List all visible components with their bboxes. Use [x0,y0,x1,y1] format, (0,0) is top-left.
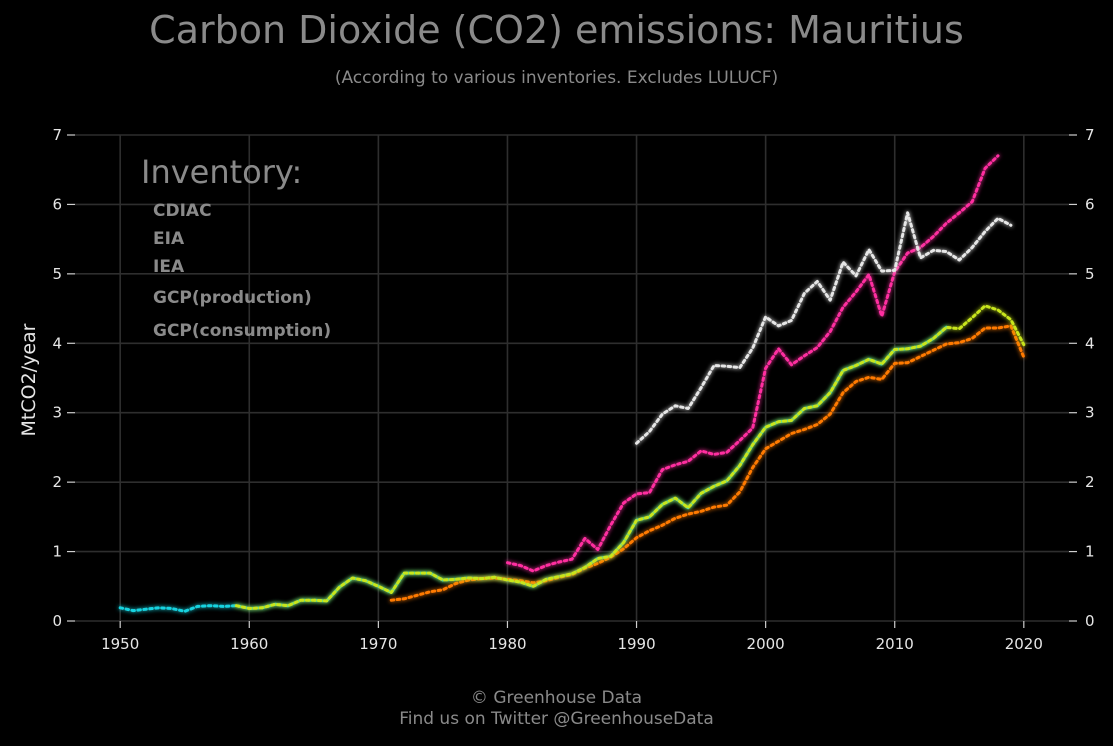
x-tick-label: 1970 [359,635,397,653]
y-tick-label-right: 0 [1085,612,1095,630]
y-tick-label-right: 4 [1085,334,1095,352]
series-line-gcp-production [234,304,1026,610]
y-tick-label-left: 6 [52,195,62,213]
y-axis-label: MtCO2/year [18,323,40,436]
y-tick-label-left: 2 [52,473,62,491]
legend-label-cdiac: CDIAC [153,201,212,221]
y-tick-label-left: 4 [52,334,62,352]
footer-twitter: Find us on Twitter @GreenhouseData [399,709,714,729]
y-tick-label-right: 3 [1085,404,1095,422]
legend-label-eia: EIA [153,229,185,249]
y-tick-label-right: 2 [1085,473,1095,491]
y-tick-label-left: 5 [52,265,62,283]
series-line-iea [389,324,1026,602]
legend: Inventory: CDIAC EIA IEA GCP(production) GCP… [94,153,331,341]
legend-label-gcp-consumption: GCP(consumption) [153,321,331,341]
footer: © Greenhouse Data Find us on Twitter @Gr… [0,688,1113,730]
x-tick-label: 2010 [876,635,914,653]
y-tick-label-left: 0 [52,612,62,630]
x-tick-label: 2000 [747,635,785,653]
legend-title: Inventory: [141,153,302,191]
series-group [118,154,1026,613]
y-tick-label-left: 3 [52,404,62,422]
x-tick-label: 1980 [488,635,526,653]
y-tick-label-right: 1 [1085,543,1095,561]
y-tick-label-right: 7 [1085,126,1095,144]
series-line-eia [506,154,1000,573]
legend-label-gcp-production: GCP(production) [153,288,312,308]
chart-subtitle: (According to various inventories. Exclu… [334,68,779,88]
footer-copyright: © Greenhouse Data [470,688,643,708]
y-tick-label-left: 7 [52,126,62,144]
x-tick-label: 2020 [1005,635,1043,653]
series-line-gcp-consumption [635,211,1013,445]
y-tick-label-right: 5 [1085,265,1095,283]
y-tick-label-left: 1 [52,543,62,561]
x-tick-label: 1950 [101,635,139,653]
axes: 0 0 1 1 2 2 3 3 4 4 5 5 6 6 7 7 1950 1960 1970 1980 1990 2000… [52,126,1094,653]
series-line-cdiac [118,325,948,613]
chart-title: Carbon Dioxide (CO2) emissions: Mauritiu… [149,8,964,52]
x-tick-label: 1960 [230,635,268,653]
grid [75,134,1069,622]
y-tick-label-right: 6 [1085,195,1095,213]
legend-label-iea: IEA [153,257,185,277]
x-tick-label: 1990 [617,635,655,653]
